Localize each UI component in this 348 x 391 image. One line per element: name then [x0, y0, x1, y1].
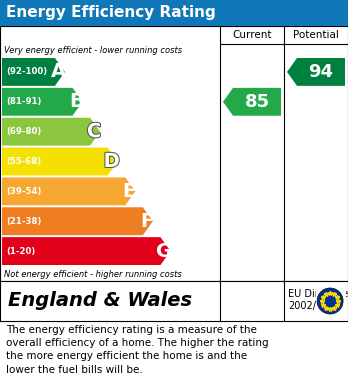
Text: E: E [123, 182, 136, 201]
Text: 94: 94 [308, 63, 333, 81]
Bar [316, 285, 346, 315]
Polygon shape [2, 237, 171, 265]
Text: (69-80): (69-80) [6, 127, 41, 136]
Text: Potential: Potential [293, 30, 339, 40]
Text: C: C [87, 122, 101, 141]
Polygon shape [2, 88, 82, 116]
Text: (1-20): (1-20) [6, 247, 35, 256]
Polygon shape [223, 88, 281, 116]
Text: (55-68): (55-68) [6, 157, 41, 166]
Text: 85: 85 [244, 93, 270, 111]
Text: B: B [69, 92, 84, 111]
Text: Very energy efficient - lower running costs: Very energy efficient - lower running co… [4, 46, 182, 55]
Polygon shape [2, 178, 135, 205]
Polygon shape [2, 58, 65, 86]
Text: Not energy efficient - higher running costs: Not energy efficient - higher running co… [4, 270, 182, 279]
Polygon shape [2, 147, 118, 176]
Circle shape [317, 288, 343, 314]
Text: EU Directive
2002/91/EC: EU Directive 2002/91/EC [288, 289, 348, 311]
Text: The energy efficiency rating is a measure of the
overall efficiency of a home. T: The energy efficiency rating is a measur… [6, 325, 269, 375]
Text: D: D [104, 152, 120, 171]
Text: (92-100): (92-100) [6, 67, 47, 76]
Text: Energy Efficiency Rating: Energy Efficiency Rating [6, 5, 216, 20]
Text: G: G [157, 242, 173, 260]
Polygon shape [287, 58, 345, 86]
Text: Current: Current [232, 30, 272, 40]
Polygon shape [2, 118, 100, 145]
Text: (21-38): (21-38) [6, 217, 41, 226]
Bar [0, 26, 348, 281]
Polygon shape [2, 207, 153, 235]
Text: (81-91): (81-91) [6, 97, 41, 106]
Text: A: A [52, 63, 66, 81]
Bar [0, 281, 348, 321]
Text: F: F [140, 212, 153, 231]
Text: (39-54): (39-54) [6, 187, 41, 196]
Text: England & Wales: England & Wales [8, 292, 192, 310]
Bar [0, 0, 348, 26]
